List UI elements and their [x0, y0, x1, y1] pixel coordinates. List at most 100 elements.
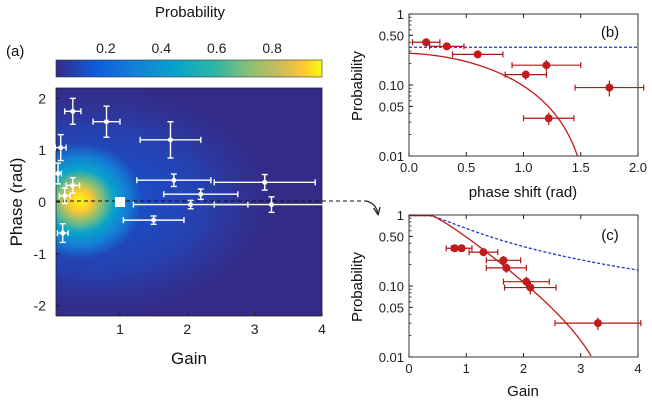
panel-b-y-tick-label: 0.01: [379, 149, 404, 164]
panel-c-x-tick-label: 0: [405, 361, 412, 376]
panel-b-point-marker: [442, 42, 451, 51]
panel-b-x-tick-label: 2.0: [629, 160, 647, 175]
heatmap-axis-ticks: 1 2 3 4 -2 -1 0 1 2: [34, 90, 327, 337]
heatmap-point-marker: [151, 217, 157, 223]
panel-b-point: [522, 112, 575, 126]
heatmap-x-tick-label: 1: [116, 321, 124, 337]
heatmap-point: [58, 187, 71, 205]
panel-b-point: [511, 60, 582, 72]
heatmap-point-marker: [104, 119, 110, 125]
panel-c-x-label: Gain: [507, 383, 539, 400]
panel-b-y-label: Probability: [349, 50, 366, 121]
panel-c-solid-curve: [409, 215, 592, 357]
panel-c-point-marker: [593, 319, 602, 328]
heatmap-point-marker: [60, 230, 66, 236]
heatmap-y-tick-label: -1: [34, 246, 47, 262]
panel-b-point: [429, 42, 465, 51]
panel-b-x-tick-label: 1.5: [572, 160, 590, 175]
panel-b-point: [411, 38, 441, 47]
panel-b-x-tick-label: 1.0: [514, 160, 532, 175]
panel-c-label: (c): [601, 227, 619, 244]
panel-c-point-marker: [499, 256, 508, 265]
panel-c-y-label: Probability: [349, 251, 366, 322]
panel-b-data-points: [411, 38, 645, 126]
panel-link-arrow: [365, 200, 378, 214]
heatmap-x-tick-label: 4: [318, 321, 326, 337]
panel-b-point: [504, 70, 548, 80]
panel-c-point-marker: [522, 277, 531, 286]
panel-b-point: [574, 80, 645, 97]
panel-b-label: (b): [601, 24, 619, 41]
panel-c-point: [468, 248, 499, 257]
panel-c-axis-ticks: 0 1 2 3 4 0.01 0.05 0.10 0.50 1: [379, 208, 642, 376]
panel-c-y-tick-label: 1: [397, 208, 404, 223]
panel-b-y-tick-label: 0.50: [379, 28, 404, 43]
heatmap-point: [92, 105, 121, 138]
panel-c-x-tick-label: 3: [577, 361, 584, 376]
panel-b-point-marker: [542, 61, 551, 70]
panel-c-point: [485, 256, 522, 266]
heatmap-point: [53, 162, 63, 185]
heatmap-point-marker: [70, 182, 76, 188]
panel-c-y-tick-label: 0.01: [379, 350, 404, 365]
heatmap-point-marker: [188, 202, 194, 208]
panel-b-y-tick-label: 0.10: [379, 78, 404, 93]
panel-c-x-tick-label: 4: [634, 361, 641, 376]
panel-c-point: [504, 281, 557, 295]
heatmap-data-points: [53, 97, 330, 244]
heatmap-point-marker: [55, 171, 61, 176]
heatmap-point: [122, 215, 185, 225]
heatmap-point: [136, 173, 212, 188]
heatmap-point: [163, 188, 239, 201]
heatmap: [56, 88, 322, 316]
panel-c-dashed-curve: [409, 215, 638, 271]
panel-c-point: [450, 244, 473, 253]
panel-c-curves: [409, 215, 638, 357]
heatmap-point: [213, 196, 330, 214]
panel-c-point-marker: [526, 283, 535, 292]
heatmap-point: [139, 120, 202, 159]
panel-c-point: [554, 317, 642, 331]
colorbar-tick-label: 0.2: [96, 40, 116, 56]
heatmap-point-marker: [70, 108, 76, 114]
heatmap-x-label: Gain: [171, 349, 207, 368]
panel-b-y-tick-label: 0.05: [379, 99, 404, 114]
heatmap-x-tick-label: 2: [183, 321, 191, 337]
panel-b-curves: [409, 46, 638, 156]
heatmap-point-marker: [171, 177, 177, 183]
heatmap-point-marker: [62, 193, 68, 199]
heatmap-y-tick-label: 1: [38, 142, 46, 158]
heatmap-y-tick-label: -2: [34, 298, 47, 314]
heatmap-point: [56, 223, 69, 244]
panel-c-point: [485, 263, 527, 273]
panel-c-data-points: [445, 244, 642, 331]
panel-c-point-marker: [479, 248, 488, 257]
heatmap-point-marker: [262, 179, 268, 185]
heatmap-point-marker: [268, 202, 274, 208]
panel-c-point: [502, 276, 550, 288]
panel-b-point-marker: [473, 50, 482, 59]
panel-b-point: [451, 50, 504, 59]
heatmap-y-label: Phase (rad): [7, 158, 26, 247]
colorbar-label: Probability: [155, 4, 226, 21]
heatmap-y-tick-label: 2: [38, 90, 46, 106]
heatmap-point-marker: [198, 191, 204, 197]
panel-c-y-tick-label: 0.05: [379, 300, 404, 315]
panel-c-point-marker: [502, 263, 511, 272]
reference-square-marker: [114, 197, 125, 207]
panel-b-x-label: phase shift (rad): [469, 184, 577, 201]
panel-b-x-tick-label: 0.5: [457, 160, 475, 175]
colorbar-tick-label: 0.4: [152, 40, 172, 56]
panel-b-point-marker: [521, 70, 530, 79]
panel-b-solid-curve: [409, 52, 579, 156]
panel-c-x-tick-label: 1: [463, 361, 470, 376]
heatmap-point: [54, 133, 67, 162]
panel-b-y-tick-label: 1: [397, 7, 404, 22]
heatmap-point: [213, 173, 316, 191]
colorbar-ticks: 0.2 0.4 0.6 0.8: [96, 40, 282, 56]
heatmap-x-tick-label: 3: [251, 321, 259, 337]
panel-b-point-marker: [605, 83, 614, 92]
panel-b-axis-ticks: 0.0 0.5 1.0 1.5 2.0 0.01 0.05 0.10 0.50 1: [379, 7, 647, 175]
panel-b-point-marker: [422, 38, 431, 47]
